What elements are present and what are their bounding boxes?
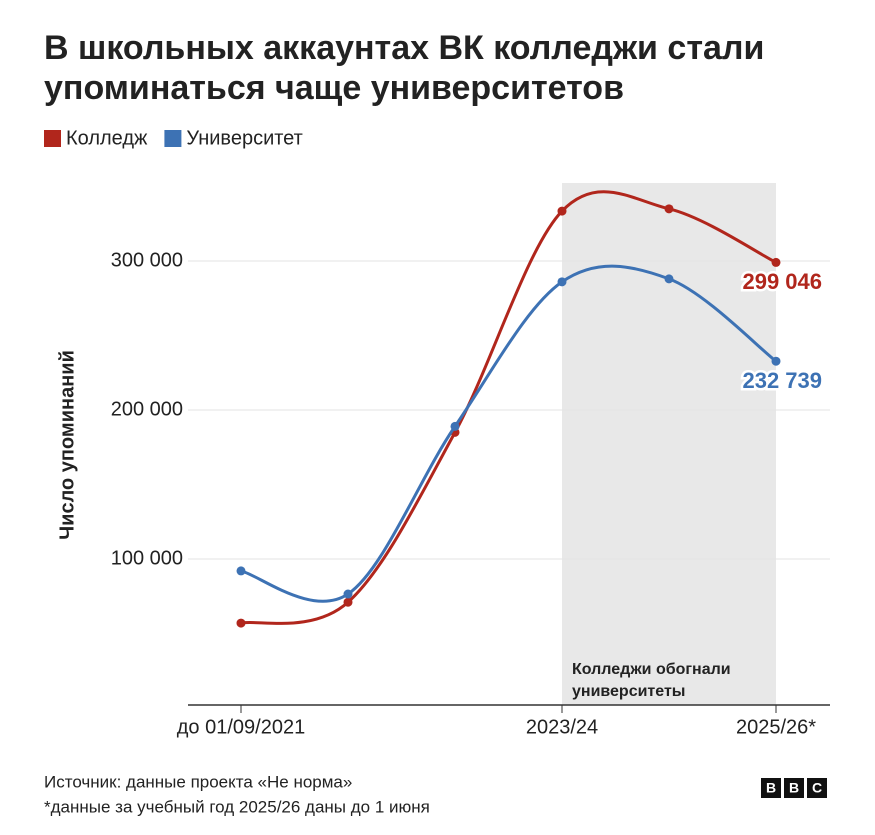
logo-box	[807, 778, 827, 798]
footnote: *данные за учебный год 2025/26 даны до 1…	[44, 797, 430, 816]
annotation: Колледжи обогнали	[572, 661, 731, 678]
y-tick-label: 300 000	[111, 249, 183, 271]
series-line	[240, 264, 777, 603]
value-label: 232 739	[742, 368, 822, 393]
logo-box	[784, 778, 804, 798]
point	[771, 257, 781, 267]
point	[664, 274, 674, 284]
chart-title: упоминаться чаще университетов	[44, 69, 624, 107]
y-tick-label: 100 000	[111, 547, 183, 569]
logo-box	[761, 778, 781, 798]
x-tick-label: 2025/26*	[736, 716, 816, 738]
source: Источник: данные проекта «Не норма»	[44, 772, 352, 791]
point	[557, 277, 567, 287]
chart-title: В школьных аккаунтах ВК колледжи стали	[44, 29, 764, 67]
legend-label: Университет	[186, 127, 302, 149]
logo-letter: B	[789, 780, 799, 796]
y-tick-label: 200 000	[111, 398, 183, 420]
annotation: университеты	[572, 683, 685, 700]
y-axis-label: Число упоминаний	[56, 350, 78, 540]
logo: B B C	[761, 778, 827, 798]
point	[450, 421, 460, 431]
logo-letter: B	[766, 780, 776, 796]
value-label: 299 046	[742, 269, 822, 294]
point	[664, 204, 674, 214]
point	[771, 356, 781, 366]
point	[236, 566, 246, 576]
x-tick-label: до 01/09/2021	[177, 716, 305, 738]
logo-letter: C	[812, 780, 822, 796]
highlight-region	[562, 183, 776, 705]
x-tick-label: 2023/24	[526, 716, 598, 738]
point	[343, 589, 353, 599]
point	[236, 618, 246, 628]
point	[343, 597, 353, 607]
legend-swatch	[164, 130, 182, 147]
point	[557, 206, 567, 216]
legend-label: Колледж	[66, 127, 148, 149]
legend-swatch	[44, 130, 61, 147]
